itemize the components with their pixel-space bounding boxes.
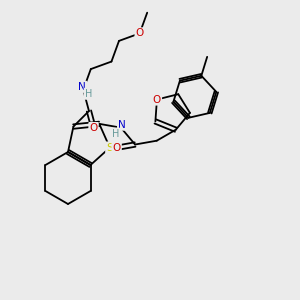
Text: N: N: [118, 120, 126, 130]
Text: O: O: [153, 94, 161, 104]
Text: H: H: [85, 89, 92, 99]
Text: N: N: [78, 82, 86, 92]
Text: S: S: [106, 142, 113, 153]
Text: O: O: [136, 28, 144, 38]
Text: H: H: [112, 129, 120, 139]
Text: O: O: [89, 123, 98, 133]
Text: O: O: [112, 143, 121, 153]
